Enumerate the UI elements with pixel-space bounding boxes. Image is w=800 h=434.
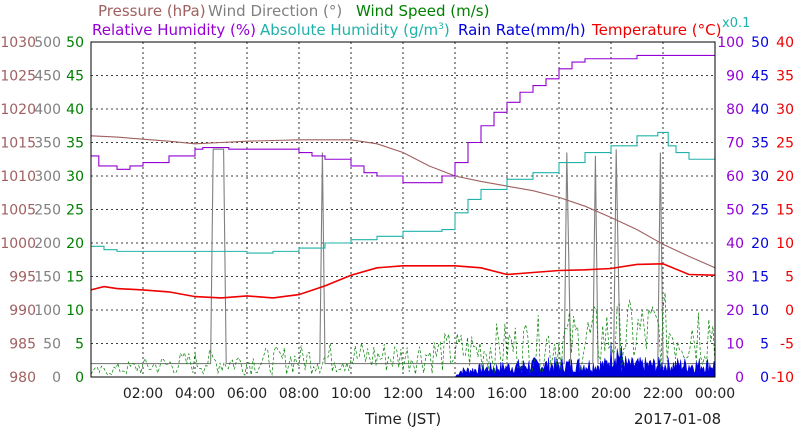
left-axis-tick-label: 300 — [34, 169, 61, 185]
right-axis-tick-label: 50 — [726, 203, 744, 219]
left-axis-tick-label: 500 — [34, 35, 61, 51]
left-axis-tick-label: 1025 — [0, 69, 36, 85]
x-tick-label: 06:00 — [227, 386, 267, 402]
right-axis-tick-label: 10 — [726, 337, 744, 353]
left-axis-tick-label: 150 — [34, 270, 61, 286]
x-tick-label: 20:00 — [591, 386, 631, 402]
right-axis-tick-label: 20 — [726, 303, 744, 319]
left-axis-tick-label: 1010 — [0, 169, 36, 185]
right-axis-tick-label: 5 — [785, 270, 794, 286]
right-axis-tick-label: 40 — [751, 102, 769, 118]
x-tick-label: 14:00 — [435, 386, 475, 402]
left-axis-tick-label: 200 — [34, 236, 61, 252]
right-axis-tick-label: 15 — [751, 270, 769, 286]
right-axis-tick-label: 30 — [751, 169, 769, 185]
header-scale-note: x0.1 — [722, 16, 751, 31]
right-axis-tick-label: 10 — [751, 303, 769, 319]
header-pressure: Pressure (hPa) — [98, 2, 206, 20]
left-axis-tick-label: 250 — [34, 203, 61, 219]
right-axis-tick-label: 0 — [735, 370, 744, 386]
header-wind-speed: Wind Speed (m/s) — [356, 2, 490, 20]
left-axis-tick-label: 985 — [9, 337, 36, 353]
header-rain-rate: Rain Rate(mm/h) — [458, 21, 586, 39]
right-axis-tick-label: 80 — [726, 102, 744, 118]
right-axis-tick-label: 60 — [726, 169, 744, 185]
right-axis-tick-label: 25 — [751, 203, 769, 219]
right-axis-tick-label: 35 — [751, 136, 769, 152]
series-rain-rate — [91, 343, 716, 378]
left-axis-tick-label: 10 — [66, 303, 84, 319]
right-axis-tick-label: 50 — [751, 35, 769, 51]
left-axis-tick-label: 30 — [66, 169, 84, 185]
left-axis-tick-label: 450 — [34, 69, 61, 85]
left-axis-tick-label: 995 — [9, 270, 36, 286]
right-axis-tick-label: 30 — [726, 270, 744, 286]
series-wind-speed — [90, 292, 716, 377]
left-axis-tick-label: 50 — [66, 35, 84, 51]
header-wind-direction: Wind Direction (°) — [208, 2, 343, 20]
series-group — [90, 54, 716, 378]
left-axis-tick-label: 1005 — [0, 203, 36, 219]
right-axis-tick-label: 70 — [726, 136, 744, 152]
left-axis-tick-label: 350 — [34, 136, 61, 152]
left-axis-tick-label: 5 — [75, 337, 84, 353]
right-axis-tick-label: 45 — [751, 69, 769, 85]
left-axis-tick-label: 40 — [66, 102, 84, 118]
x-tick-label: 08:00 — [279, 386, 319, 402]
series-absolute-humidity — [91, 131, 716, 254]
left-axis-tick-label: 15 — [66, 270, 84, 286]
left-axis-tick-label: 980 — [9, 370, 36, 386]
left-axis-tick-label: 0 — [52, 370, 61, 386]
left-axis-tick-label: 35 — [66, 136, 84, 152]
right-axis-tick-label: 25 — [776, 136, 794, 152]
axis-labels: 02:00 04:00 06:00 08:00 10:00 12:00 14:00 16:00… — [0, 35, 794, 402]
plot-frame — [90, 41, 716, 378]
date-label: 2017-01-08 — [634, 410, 722, 428]
x-tick-label: 02:00 — [123, 386, 163, 402]
right-axis-tick-label: 0 — [760, 370, 769, 386]
right-axis-tick-label: 40 — [726, 236, 744, 252]
right-axis-tick-label: 30 — [776, 102, 794, 118]
right-axis-tick-label: 10 — [776, 236, 794, 252]
right-axis-tick-label: 35 — [776, 69, 794, 85]
right-axis-tick-label: 100 — [717, 35, 744, 51]
x-tick-label: 10:00 — [331, 386, 371, 402]
left-axis-tick-label: 400 — [34, 102, 61, 118]
left-axis-tick-label: 1000 — [0, 236, 36, 252]
right-axis-tick-label: 20 — [751, 236, 769, 252]
right-axis-tick-label: -10 — [771, 370, 794, 386]
x-tick-label: 22:00 — [643, 386, 683, 402]
right-axis-tick-label: 5 — [760, 337, 769, 353]
left-axis-tick-label: 25 — [66, 203, 84, 219]
left-axis-tick-label: 20 — [66, 236, 84, 252]
x-tick-label: 18:00 — [539, 386, 579, 402]
x-tick-label: 16:00 — [487, 386, 527, 402]
header-relative-humidity: Relative Humidity (%) — [92, 21, 256, 39]
series-temperature — [90, 262, 716, 299]
left-axis-tick-label: 0 — [75, 370, 84, 386]
left-axis-tick-label: 45 — [66, 69, 84, 85]
x-axis-label: Time (JST) — [365, 410, 442, 428]
right-axis-tick-label: 20 — [776, 169, 794, 185]
grid — [91, 42, 715, 377]
right-axis-tick-label: -5 — [780, 337, 794, 353]
header-absolute-humidity: Absolute Humidity (g/m3) — [260, 21, 450, 39]
left-axis-tick-label: 1020 — [0, 102, 36, 118]
right-axis-tick-label: 15 — [776, 203, 794, 219]
left-axis-tick-label: 50 — [43, 337, 61, 353]
right-axis-tick-label: 40 — [776, 35, 794, 51]
right-axis-tick-label: 90 — [726, 69, 744, 85]
x-tick-label: 12:00 — [383, 386, 423, 402]
left-axis-tick-label: 1015 — [0, 136, 36, 152]
left-axis-tick-label: 1030 — [0, 35, 36, 51]
x-tick-label: 00:00 — [695, 386, 735, 402]
series-relative-humidity — [91, 54, 715, 184]
series-pressure — [90, 135, 716, 269]
left-axis-tick-label: 990 — [9, 303, 36, 319]
left-axis-tick-label: 100 — [34, 303, 61, 319]
header-temperature: Temperature (°C) — [592, 21, 722, 39]
x-tick-label: 04:00 — [175, 386, 215, 402]
right-axis-tick-label: 0 — [785, 303, 794, 319]
